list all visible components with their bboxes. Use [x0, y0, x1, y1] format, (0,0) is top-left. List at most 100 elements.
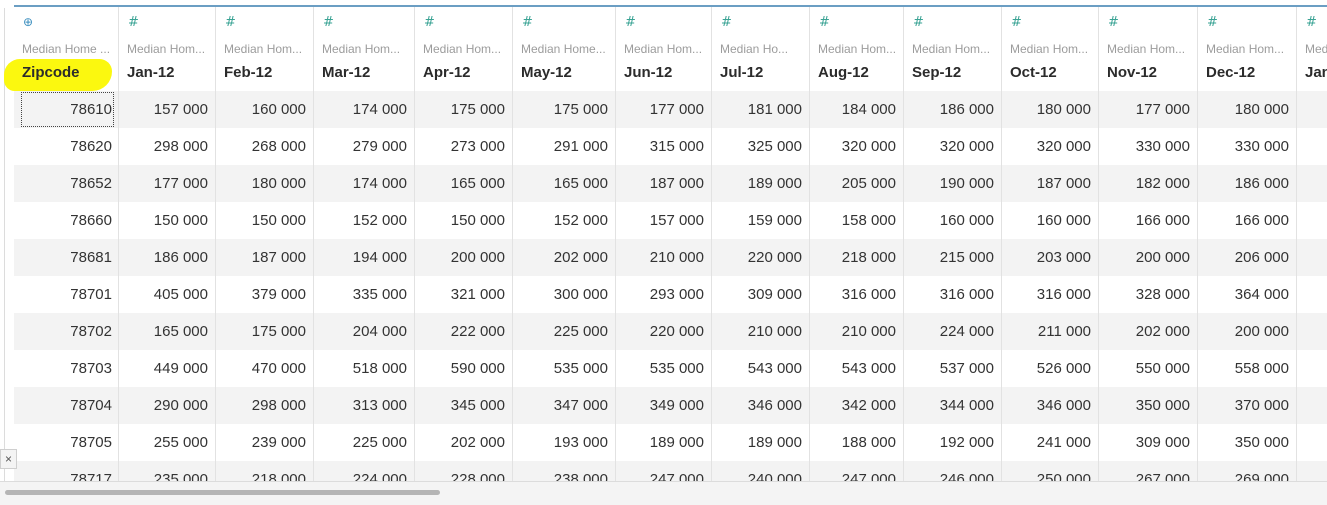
- value-cell[interactable]: 325 000: [712, 128, 810, 165]
- table-row[interactable]: 78704 290 000 298 000 313 000 345 000 347 000…: [14, 387, 1327, 424]
- value-cell[interactable]: 293 000: [616, 276, 712, 313]
- value-cell[interactable]: [1297, 387, 1327, 424]
- value-cell[interactable]: 537 000: [904, 350, 1002, 387]
- value-cell[interactable]: 309 000: [1099, 424, 1198, 461]
- value-cell[interactable]: 228 000: [415, 461, 513, 481]
- value-cell[interactable]: 210 000: [712, 313, 810, 350]
- value-cell[interactable]: 166 000: [1198, 202, 1297, 239]
- value-cell[interactable]: 202 000: [415, 424, 513, 461]
- value-cell[interactable]: 187 000: [1002, 165, 1099, 202]
- value-cell[interactable]: 328 000: [1099, 276, 1198, 313]
- column-header-month-1[interactable]: # Median Hom... Jan-12: [119, 7, 216, 91]
- value-cell[interactable]: 320 000: [810, 128, 904, 165]
- value-cell[interactable]: 250 000: [1002, 461, 1099, 481]
- value-cell[interactable]: 180 000: [1198, 91, 1297, 128]
- value-cell[interactable]: 273 000: [415, 128, 513, 165]
- value-cell[interactable]: 174 000: [314, 91, 415, 128]
- value-cell[interactable]: 316 000: [810, 276, 904, 313]
- value-cell[interactable]: 344 000: [904, 387, 1002, 424]
- value-cell[interactable]: 269 000: [1198, 461, 1297, 481]
- column-header-month-6[interactable]: # Median Hom... Jun-12: [616, 7, 712, 91]
- value-cell[interactable]: 150 000: [216, 202, 314, 239]
- value-cell[interactable]: 405 000: [119, 276, 216, 313]
- value-cell[interactable]: 160 000: [216, 91, 314, 128]
- value-cell[interactable]: 193 000: [513, 424, 616, 461]
- value-cell[interactable]: [1297, 313, 1327, 350]
- value-cell[interactable]: 255 000: [119, 424, 216, 461]
- value-cell[interactable]: 379 000: [216, 276, 314, 313]
- value-cell[interactable]: 186 000: [119, 239, 216, 276]
- value-cell[interactable]: 211 000: [1002, 313, 1099, 350]
- value-cell[interactable]: 210 000: [616, 239, 712, 276]
- scrollbar-thumb[interactable]: [5, 490, 440, 495]
- value-cell[interactable]: 205 000: [810, 165, 904, 202]
- value-cell[interactable]: 543 000: [810, 350, 904, 387]
- table-row[interactable]: 78610 157 000 160 000 174 000 175 000 175 000…: [14, 91, 1327, 128]
- table-row[interactable]: 78660 150 000 150 000 152 000 150 000 152 000…: [14, 202, 1327, 239]
- value-cell[interactable]: 370 000: [1198, 387, 1297, 424]
- value-cell[interactable]: 174 000: [314, 165, 415, 202]
- value-cell[interactable]: 315 000: [616, 128, 712, 165]
- value-cell[interactable]: 335 000: [314, 276, 415, 313]
- value-cell[interactable]: 238 000: [513, 461, 616, 481]
- table-row[interactable]: 78701 405 000 379 000 335 000 321 000 300 000…: [14, 276, 1327, 313]
- column-header-month-3[interactable]: # Median Hom... Mar-12: [314, 7, 415, 91]
- zipcode-cell[interactable]: 78660: [14, 202, 119, 239]
- value-cell[interactable]: 279 000: [314, 128, 415, 165]
- value-cell[interactable]: 309 000: [712, 276, 810, 313]
- table-row[interactable]: 78703 449 000 470 000 518 000 590 000 535 000…: [14, 350, 1327, 387]
- value-cell[interactable]: 175 000: [513, 91, 616, 128]
- value-cell[interactable]: 320 000: [904, 128, 1002, 165]
- table-row[interactable]: 78681 186 000 187 000 194 000 200 000 202 000…: [14, 239, 1327, 276]
- value-cell[interactable]: 187 000: [216, 239, 314, 276]
- value-cell[interactable]: 330 000: [1198, 128, 1297, 165]
- value-cell[interactable]: 342 000: [810, 387, 904, 424]
- column-header-month-10[interactable]: # Median Hom... Oct-12: [1002, 7, 1099, 91]
- value-cell[interactable]: 160 000: [904, 202, 1002, 239]
- value-cell[interactable]: [1297, 202, 1327, 239]
- value-cell[interactable]: 535 000: [513, 350, 616, 387]
- column-header-zipcode[interactable]: ⊕ Median Home ... Zipcode: [14, 7, 119, 91]
- value-cell[interactable]: 590 000: [415, 350, 513, 387]
- value-cell[interactable]: 239 000: [216, 424, 314, 461]
- zipcode-cell[interactable]: 78705: [14, 424, 119, 461]
- value-cell[interactable]: 175 000: [216, 313, 314, 350]
- value-cell[interactable]: 182 000: [1099, 165, 1198, 202]
- zipcode-cell[interactable]: 78704: [14, 387, 119, 424]
- value-cell[interactable]: 298 000: [119, 128, 216, 165]
- value-cell[interactable]: 220 000: [616, 313, 712, 350]
- column-header-month-8[interactable]: # Median Hom... Aug-12: [810, 7, 904, 91]
- value-cell[interactable]: 321 000: [415, 276, 513, 313]
- value-cell[interactable]: 200 000: [1099, 239, 1198, 276]
- value-cell[interactable]: 291 000: [513, 128, 616, 165]
- value-cell[interactable]: 225 000: [314, 424, 415, 461]
- value-cell[interactable]: 316 000: [1002, 276, 1099, 313]
- value-cell[interactable]: 349 000: [616, 387, 712, 424]
- zipcode-cell[interactable]: 78610: [14, 91, 119, 128]
- value-cell[interactable]: 152 000: [314, 202, 415, 239]
- value-cell[interactable]: 298 000: [216, 387, 314, 424]
- value-cell[interactable]: 470 000: [216, 350, 314, 387]
- value-cell[interactable]: 177 000: [616, 91, 712, 128]
- value-cell[interactable]: 200 000: [415, 239, 513, 276]
- value-cell[interactable]: [1297, 128, 1327, 165]
- value-cell[interactable]: [1297, 350, 1327, 387]
- column-header-month-11[interactable]: # Median Hom... Nov-12: [1099, 7, 1198, 91]
- value-cell[interactable]: 215 000: [904, 239, 1002, 276]
- value-cell[interactable]: 150 000: [415, 202, 513, 239]
- value-cell[interactable]: 175 000: [415, 91, 513, 128]
- value-cell[interactable]: 224 000: [904, 313, 1002, 350]
- value-cell[interactable]: 364 000: [1198, 276, 1297, 313]
- value-cell[interactable]: [1297, 165, 1327, 202]
- value-cell[interactable]: 224 000: [314, 461, 415, 481]
- value-cell[interactable]: 150 000: [119, 202, 216, 239]
- zipcode-cell[interactable]: 78652: [14, 165, 119, 202]
- value-cell[interactable]: 194 000: [314, 239, 415, 276]
- value-cell[interactable]: 189 000: [712, 424, 810, 461]
- value-cell[interactable]: 202 000: [1099, 313, 1198, 350]
- value-cell[interactable]: 235 000: [119, 461, 216, 481]
- value-cell[interactable]: 222 000: [415, 313, 513, 350]
- value-cell[interactable]: 345 000: [415, 387, 513, 424]
- column-header-month-12[interactable]: # Median Hom... Dec-12: [1198, 7, 1297, 91]
- value-cell[interactable]: 160 000: [1002, 202, 1099, 239]
